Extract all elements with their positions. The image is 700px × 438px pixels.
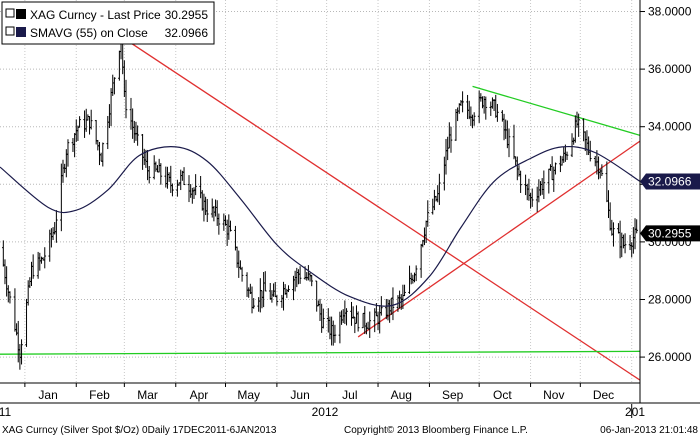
- red-uptrend-line: [357, 140, 641, 338]
- x-month-label: Jun: [290, 388, 309, 402]
- footer-copyright: Copyright© 2013 Bloomberg Finance L.P.: [344, 425, 528, 436]
- footer-timestamp: 06-Jan-2013 21:01:48: [600, 425, 698, 436]
- footer-series-info: XAG Curncy (Silver Spot $/Oz) 0Daily 17D…: [2, 425, 277, 436]
- x-month-label: Jan: [38, 388, 57, 402]
- legend-label-sma: SMAVG (55) on Close: [30, 26, 148, 40]
- x-month-label: Aug: [391, 388, 412, 402]
- sma-series: [0, 145, 641, 307]
- legend-value-sma: 32.0966: [165, 26, 209, 40]
- y-tick-label: 34.0000: [648, 120, 692, 134]
- price-series: [2, 32, 638, 370]
- value-tag-label: 30.2955: [648, 226, 692, 240]
- x-month-label: Apr: [190, 388, 209, 402]
- x-month-label: Oct: [493, 388, 512, 402]
- x-year-label: 2012: [312, 405, 339, 419]
- y-tick-label: 28.0000: [648, 292, 692, 306]
- x-month-label: Jul: [342, 388, 357, 402]
- x-month-label: Dec: [593, 388, 614, 402]
- value-tag-label: 32.0966: [648, 175, 692, 189]
- x-axis-ticks: Jan Feb Mar Apr May Jun Jul Aug Sep Oct Nov Dec 11 20…: [0, 383, 645, 419]
- legend: XAG Curncy - Last Price 30.2955 SMAVG (5…: [1, 1, 215, 45]
- legend-value-price: 30.2955: [165, 8, 209, 22]
- legend-label-price: XAG Curncy - Last Price: [30, 8, 161, 22]
- value-tag-bg: [640, 173, 700, 190]
- x-year-label: 201: [625, 405, 645, 419]
- y-tick-label: 36.0000: [648, 62, 692, 76]
- legend-box: [1, 1, 215, 45]
- green-support-line: [0, 350, 641, 355]
- x-month-label: Feb: [89, 388, 110, 402]
- x-month-label: Sep: [442, 388, 464, 402]
- y-tick-label: 38.0000: [648, 5, 692, 19]
- legend-checkbox-sma[interactable]: [5, 26, 15, 36]
- trend-lines: [0, 5, 641, 381]
- red-downtrend-line: [74, 5, 641, 381]
- value-tags: 32.0966 30.2955: [640, 173, 700, 242]
- x-month-label: Mar: [137, 388, 158, 402]
- x-month-label: May: [237, 388, 260, 402]
- legend-swatch-price: [16, 9, 26, 19]
- x-year-label: 11: [0, 405, 12, 419]
- sma-line: [0, 145, 641, 307]
- legend-swatch-sma: [16, 27, 26, 37]
- value-tag-bg: [640, 225, 700, 242]
- x-month-label: Nov: [543, 388, 564, 402]
- green-top-line: [472, 85, 641, 136]
- y-tick-label: 26.0000: [648, 350, 692, 364]
- legend-checkbox-price[interactable]: [5, 8, 15, 18]
